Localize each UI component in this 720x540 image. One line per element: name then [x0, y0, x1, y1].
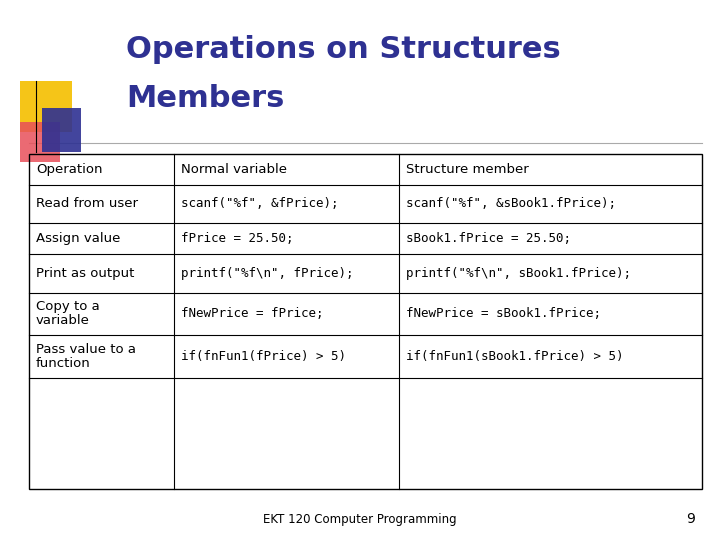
Text: Members: Members: [126, 84, 284, 113]
Text: fNewPrice = sBook1.fPrice;: fNewPrice = sBook1.fPrice;: [406, 307, 601, 320]
Text: scanf("%f", &sBook1.fPrice);: scanf("%f", &sBook1.fPrice);: [406, 198, 616, 211]
Text: Structure member: Structure member: [406, 163, 529, 176]
Text: 9: 9: [686, 512, 695, 526]
Text: fNewPrice = fPrice;: fNewPrice = fPrice;: [181, 307, 323, 320]
Text: Copy to a: Copy to a: [36, 300, 100, 313]
Text: Assign value: Assign value: [36, 232, 120, 245]
Text: Operation: Operation: [36, 163, 102, 176]
Text: scanf("%f", &fPrice);: scanf("%f", &fPrice);: [181, 198, 338, 211]
Text: sBook1.fPrice = 25.50;: sBook1.fPrice = 25.50;: [406, 232, 571, 245]
Text: if(fnFun1(sBook1.fPrice) > 5): if(fnFun1(sBook1.fPrice) > 5): [406, 350, 624, 363]
Text: Operations on Structures: Operations on Structures: [126, 35, 561, 64]
Text: Pass value to a: Pass value to a: [36, 343, 136, 356]
Text: variable: variable: [36, 314, 90, 327]
Text: printf("%f\n", sBook1.fPrice);: printf("%f\n", sBook1.fPrice);: [406, 267, 631, 280]
Text: EKT 120 Computer Programming: EKT 120 Computer Programming: [264, 513, 456, 526]
Text: if(fnFun1(fPrice) > 5): if(fnFun1(fPrice) > 5): [181, 350, 346, 363]
Text: fPrice = 25.50;: fPrice = 25.50;: [181, 232, 293, 245]
Text: Read from user: Read from user: [36, 198, 138, 211]
Text: Print as output: Print as output: [36, 267, 135, 280]
Text: Normal variable: Normal variable: [181, 163, 287, 176]
Text: printf("%f\n", fPrice);: printf("%f\n", fPrice);: [181, 267, 354, 280]
Text: function: function: [36, 357, 91, 370]
